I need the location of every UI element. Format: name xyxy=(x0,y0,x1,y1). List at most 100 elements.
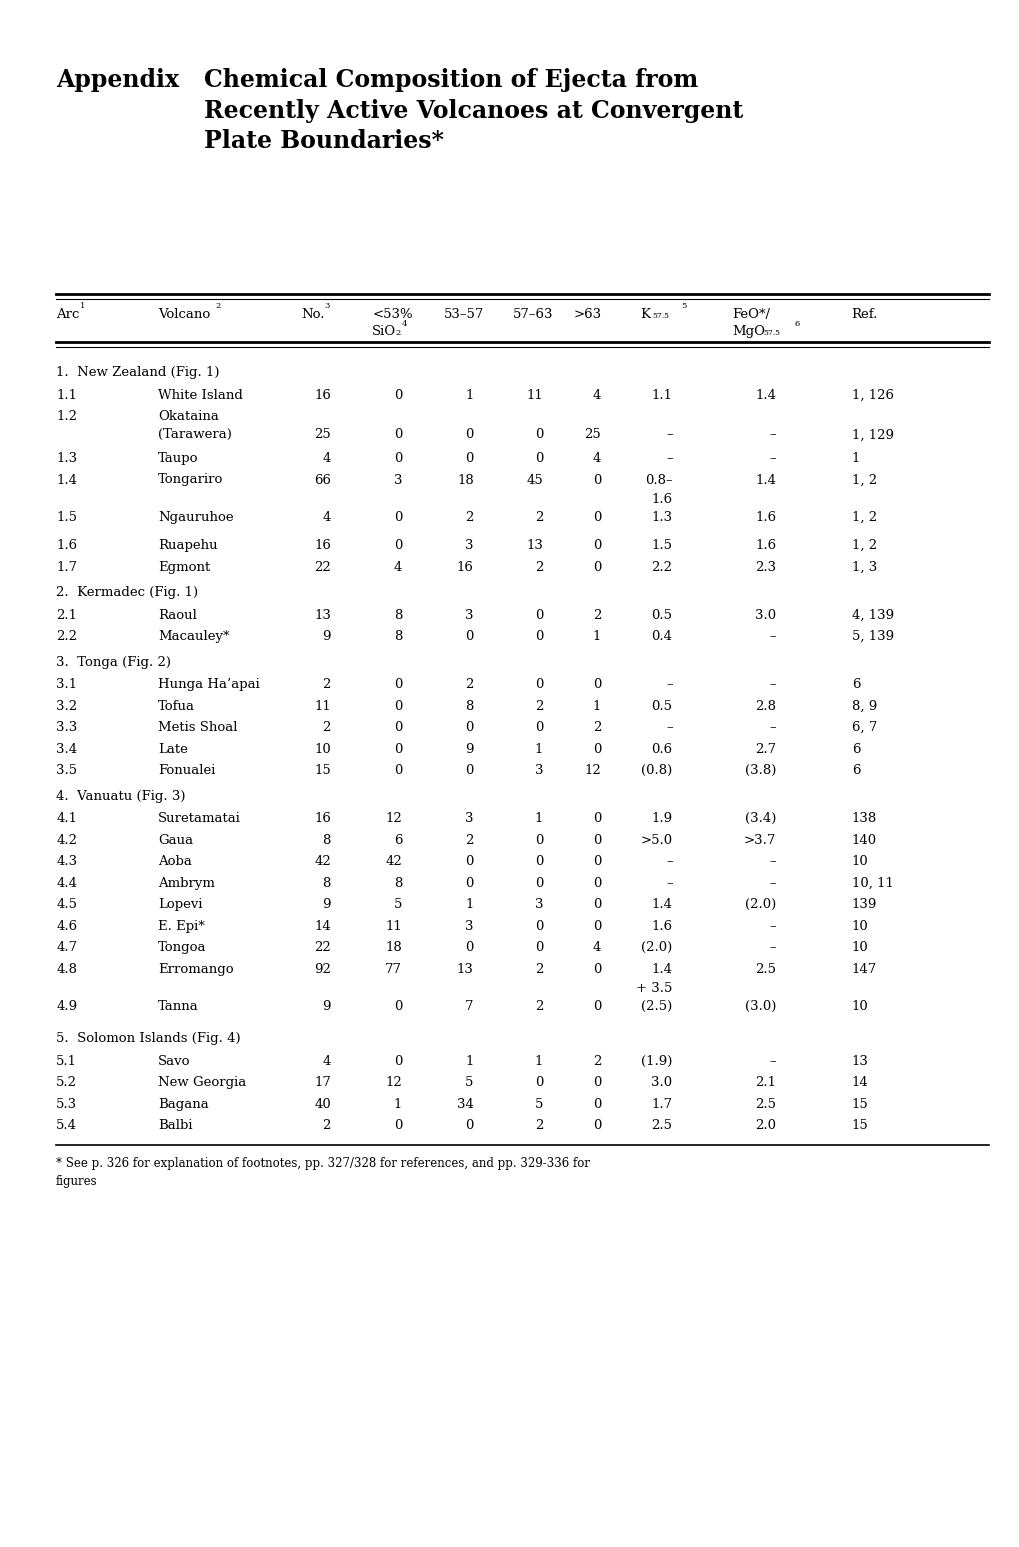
Text: 2: 2 xyxy=(534,1120,542,1132)
Text: 12: 12 xyxy=(584,764,600,777)
Text: 4.4: 4.4 xyxy=(56,877,77,890)
Text: 5: 5 xyxy=(534,1098,542,1111)
Text: 4.9: 4.9 xyxy=(56,1001,77,1013)
Text: 9: 9 xyxy=(465,743,473,756)
Text: 0: 0 xyxy=(393,699,401,713)
Text: 0: 0 xyxy=(465,764,473,777)
Text: 16: 16 xyxy=(314,388,330,402)
Text: 10: 10 xyxy=(851,920,867,933)
Text: 0: 0 xyxy=(534,1077,542,1089)
Text: Suretamatai: Suretamatai xyxy=(158,812,240,825)
Text: 147: 147 xyxy=(851,962,876,976)
Text: 15: 15 xyxy=(851,1098,867,1111)
Text: 0: 0 xyxy=(534,678,542,692)
Text: 25: 25 xyxy=(314,429,330,441)
Text: 6: 6 xyxy=(851,764,859,777)
Text: 3: 3 xyxy=(465,538,473,552)
Text: 3: 3 xyxy=(465,608,473,622)
Text: –: – xyxy=(665,877,672,890)
Text: Tofua: Tofua xyxy=(158,699,195,713)
Text: 13: 13 xyxy=(526,538,542,552)
Text: + 3.5: + 3.5 xyxy=(636,982,672,995)
Text: 0: 0 xyxy=(592,855,600,868)
Text: –: – xyxy=(665,452,672,466)
Text: 0: 0 xyxy=(592,877,600,890)
Text: 0: 0 xyxy=(534,452,542,466)
Text: 5.3: 5.3 xyxy=(56,1098,77,1111)
Text: –: – xyxy=(769,920,775,933)
Text: >5.0: >5.0 xyxy=(640,834,672,846)
Text: 0.5: 0.5 xyxy=(651,699,672,713)
Text: (3.4): (3.4) xyxy=(744,812,775,825)
Text: 0: 0 xyxy=(534,920,542,933)
Text: 4: 4 xyxy=(592,452,600,466)
Text: 0: 0 xyxy=(393,1120,401,1132)
Text: 2.8: 2.8 xyxy=(755,699,775,713)
Text: 10: 10 xyxy=(314,743,330,756)
Text: 1: 1 xyxy=(393,1098,401,1111)
Text: 6: 6 xyxy=(851,743,859,756)
Text: White Island: White Island xyxy=(158,388,243,402)
Text: 0: 0 xyxy=(534,834,542,846)
Text: 5, 139: 5, 139 xyxy=(851,630,893,644)
Text: 4: 4 xyxy=(592,388,600,402)
Text: 1.1: 1.1 xyxy=(56,388,77,402)
Text: 2: 2 xyxy=(592,1055,600,1067)
Text: 3.0: 3.0 xyxy=(651,1077,672,1089)
Text: 0: 0 xyxy=(393,1055,401,1067)
Text: 13: 13 xyxy=(457,962,473,976)
Text: 22: 22 xyxy=(314,560,330,574)
Text: 2.2: 2.2 xyxy=(56,630,77,644)
Text: 45: 45 xyxy=(526,473,542,486)
Text: 0: 0 xyxy=(393,678,401,692)
Text: –: – xyxy=(769,721,775,735)
Text: 3: 3 xyxy=(465,812,473,825)
Text: (1.9): (1.9) xyxy=(641,1055,672,1067)
Text: 0: 0 xyxy=(393,538,401,552)
Text: 2: 2 xyxy=(592,608,600,622)
Text: 6, 7: 6, 7 xyxy=(851,721,876,735)
Text: 1.3: 1.3 xyxy=(651,511,672,524)
Text: 1: 1 xyxy=(465,1055,473,1067)
Text: 12: 12 xyxy=(385,812,401,825)
Text: 57.5: 57.5 xyxy=(762,330,780,337)
Text: 10: 10 xyxy=(851,941,867,954)
Text: 10: 10 xyxy=(851,855,867,868)
Text: 16: 16 xyxy=(457,560,473,574)
Text: 1: 1 xyxy=(465,899,473,911)
Text: –: – xyxy=(769,941,775,954)
Text: 0.6: 0.6 xyxy=(651,743,672,756)
Text: 1.6: 1.6 xyxy=(754,538,775,552)
Text: 1: 1 xyxy=(592,630,600,644)
Text: 1.4: 1.4 xyxy=(651,899,672,911)
Text: 0: 0 xyxy=(534,630,542,644)
Text: 2: 2 xyxy=(465,511,473,524)
Text: 3.1: 3.1 xyxy=(56,678,77,692)
Text: 4.  Vanuatu (Fig. 3): 4. Vanuatu (Fig. 3) xyxy=(56,789,185,803)
Text: 1: 1 xyxy=(534,812,542,825)
Text: FeO*/: FeO*/ xyxy=(732,308,769,320)
Text: 0: 0 xyxy=(592,743,600,756)
Text: 2: 2 xyxy=(215,302,220,309)
Text: 4: 4 xyxy=(322,1055,330,1067)
Text: 13: 13 xyxy=(314,608,330,622)
Text: 2.5: 2.5 xyxy=(651,1120,672,1132)
Text: 10: 10 xyxy=(851,1001,867,1013)
Text: 0: 0 xyxy=(393,452,401,466)
Text: 139: 139 xyxy=(851,899,876,911)
Text: 3.  Tonga (Fig. 2): 3. Tonga (Fig. 2) xyxy=(56,656,171,668)
Text: Arc: Arc xyxy=(56,308,79,320)
Text: 11: 11 xyxy=(385,920,401,933)
Text: –: – xyxy=(769,429,775,441)
Text: 8, 9: 8, 9 xyxy=(851,699,876,713)
Text: 3.2: 3.2 xyxy=(56,699,77,713)
Text: 4, 139: 4, 139 xyxy=(851,608,893,622)
Text: 2.7: 2.7 xyxy=(754,743,775,756)
Text: 0: 0 xyxy=(592,962,600,976)
Text: 4.5: 4.5 xyxy=(56,899,77,911)
Text: 2.5: 2.5 xyxy=(755,962,775,976)
Text: 2.  Kermadec (Fig. 1): 2. Kermadec (Fig. 1) xyxy=(56,586,198,599)
Text: 5.  Solomon Islands (Fig. 4): 5. Solomon Islands (Fig. 4) xyxy=(56,1032,240,1046)
Text: 0: 0 xyxy=(465,941,473,954)
Text: 0: 0 xyxy=(465,877,473,890)
